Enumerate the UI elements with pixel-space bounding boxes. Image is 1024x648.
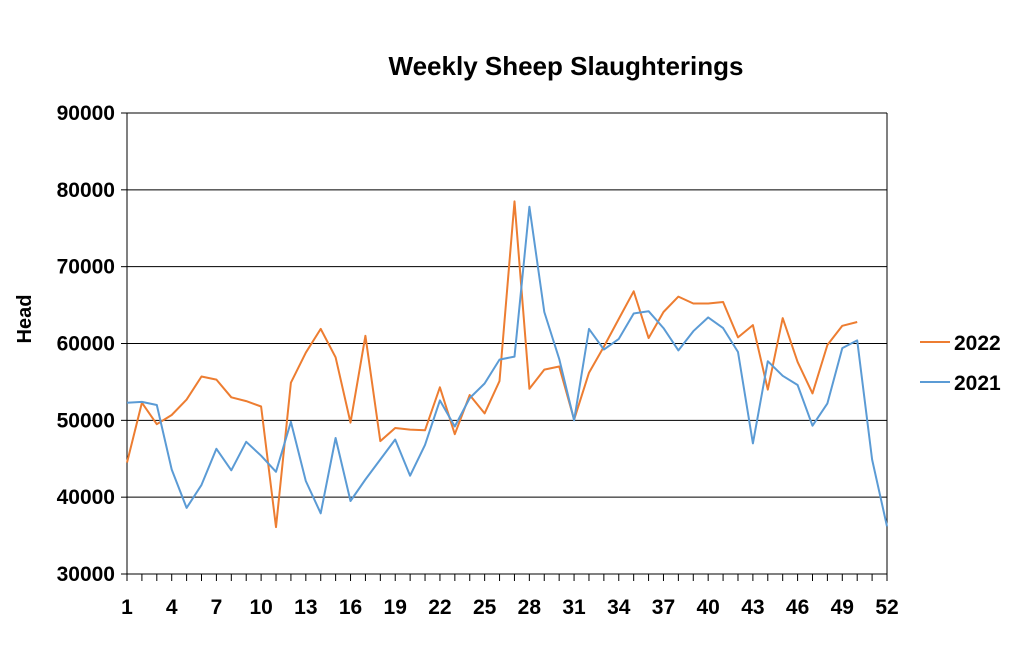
series-lines [126,200,888,529]
x-tick-label: 46 [786,596,809,619]
series-line-2021 [126,205,888,527]
y-axis-label: Head [14,295,36,344]
y-tick-label: 60000 [57,333,115,356]
x-tick-label: 28 [518,596,542,619]
x-tick-label: 34 [607,596,631,619]
x-tick-label: 19 [384,596,407,619]
x-tick-label: 13 [294,596,317,619]
chart-title: Weekly Sheep Slaughterings [389,51,744,81]
legend-label-2021: 2021 [954,372,1001,395]
x-tick-labels: 1 4 7 10 13 16 19 22 25 28 31 34 37 40 43 46 49 52 [121,596,899,619]
x-tick-label: 43 [741,596,764,619]
y-tick-label: 80000 [57,179,115,202]
series-line-2022 [126,200,858,529]
x-tick-label: 16 [339,596,362,619]
y-tick-label: 70000 [57,256,115,279]
legend-label-2022: 2022 [954,332,1001,355]
axes [121,112,888,581]
y-tick-label: 50000 [57,409,115,432]
x-tick-label: 1 [121,596,133,619]
x-tick-label: 22 [428,596,451,619]
x-tick-label: 40 [696,596,719,619]
y-tick-labels: 30000 40000 50000 60000 70000 80000 90000 [57,102,115,586]
y-tick-label: 90000 [57,102,115,125]
x-tick-label: 52 [875,596,898,619]
x-tick-label: 25 [473,596,497,619]
y-tick-label: 40000 [57,486,115,509]
x-tick-label: 7 [211,596,223,619]
x-tick-label: 4 [166,596,178,619]
x-tick-label: 31 [562,596,586,619]
x-tick-label: 10 [249,596,272,619]
x-tick-label: 49 [831,596,854,619]
y-tick-label: 30000 [57,563,115,586]
gridlines [127,112,887,498]
x-tick-label: 37 [652,596,675,619]
legend: 2022 2021 [920,332,1001,395]
